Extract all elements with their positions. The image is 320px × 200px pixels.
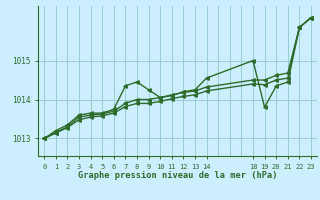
X-axis label: Graphe pression niveau de la mer (hPa): Graphe pression niveau de la mer (hPa)	[78, 171, 277, 180]
